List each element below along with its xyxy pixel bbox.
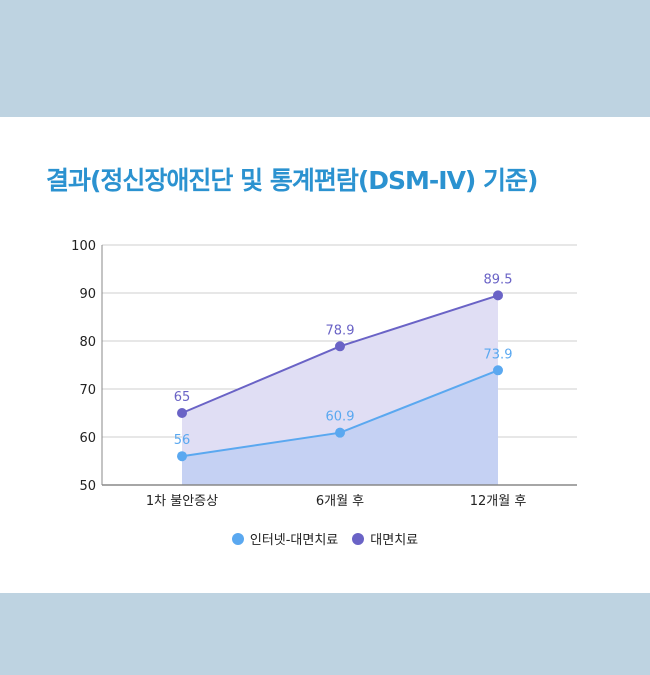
point-series-0-2 bbox=[493, 290, 503, 301]
x-tick-label-2: 12개월 후 bbox=[470, 494, 527, 509]
point-series-0-1 bbox=[335, 341, 345, 352]
data-label-series-1-1: 60.9 bbox=[326, 410, 355, 425]
data-label-series-1-2: 73.9 bbox=[484, 347, 513, 362]
point-series-1-2 bbox=[493, 365, 503, 376]
legend-swatch-internet bbox=[231, 532, 244, 545]
data-label-series-0-0: 65 bbox=[174, 390, 191, 405]
legend-label-internet: 인터넷-대면치료 bbox=[249, 533, 339, 548]
y-tick-label-100: 100 bbox=[71, 239, 96, 254]
legend: 인터넷-대면치료 대면치료 bbox=[0, 529, 650, 548]
legend-item-face: 대면치료 bbox=[352, 529, 418, 548]
data-label-series-0-2: 89.5 bbox=[484, 272, 513, 287]
point-series-0-0 bbox=[177, 408, 187, 418]
area-series-1 bbox=[182, 370, 498, 485]
x-tick-label-0: 1차 불안증상 bbox=[146, 494, 218, 509]
legend-label-face: 대면치료 bbox=[370, 533, 419, 548]
y-tick-label-90: 90 bbox=[79, 287, 96, 302]
y-tick-label-70: 70 bbox=[79, 383, 96, 398]
legend-swatch-face bbox=[352, 532, 365, 545]
y-tick-label-60: 60 bbox=[79, 431, 96, 446]
point-series-1-0 bbox=[177, 451, 187, 462]
y-tick-label-50: 50 bbox=[79, 479, 96, 494]
data-label-series-1-0: 56 bbox=[174, 433, 191, 448]
legend-item-internet: 인터넷-대면치료 bbox=[231, 529, 339, 548]
data-label-series-0-1: 78.9 bbox=[326, 323, 355, 338]
x-tick-label-1: 6개월 후 bbox=[316, 494, 364, 509]
chart-title: 결과(정신장애진단 및 통계편람(DSM-IV) 기준) bbox=[46, 166, 538, 195]
point-series-1-1 bbox=[335, 427, 345, 438]
y-tick-label-80: 80 bbox=[79, 335, 96, 350]
